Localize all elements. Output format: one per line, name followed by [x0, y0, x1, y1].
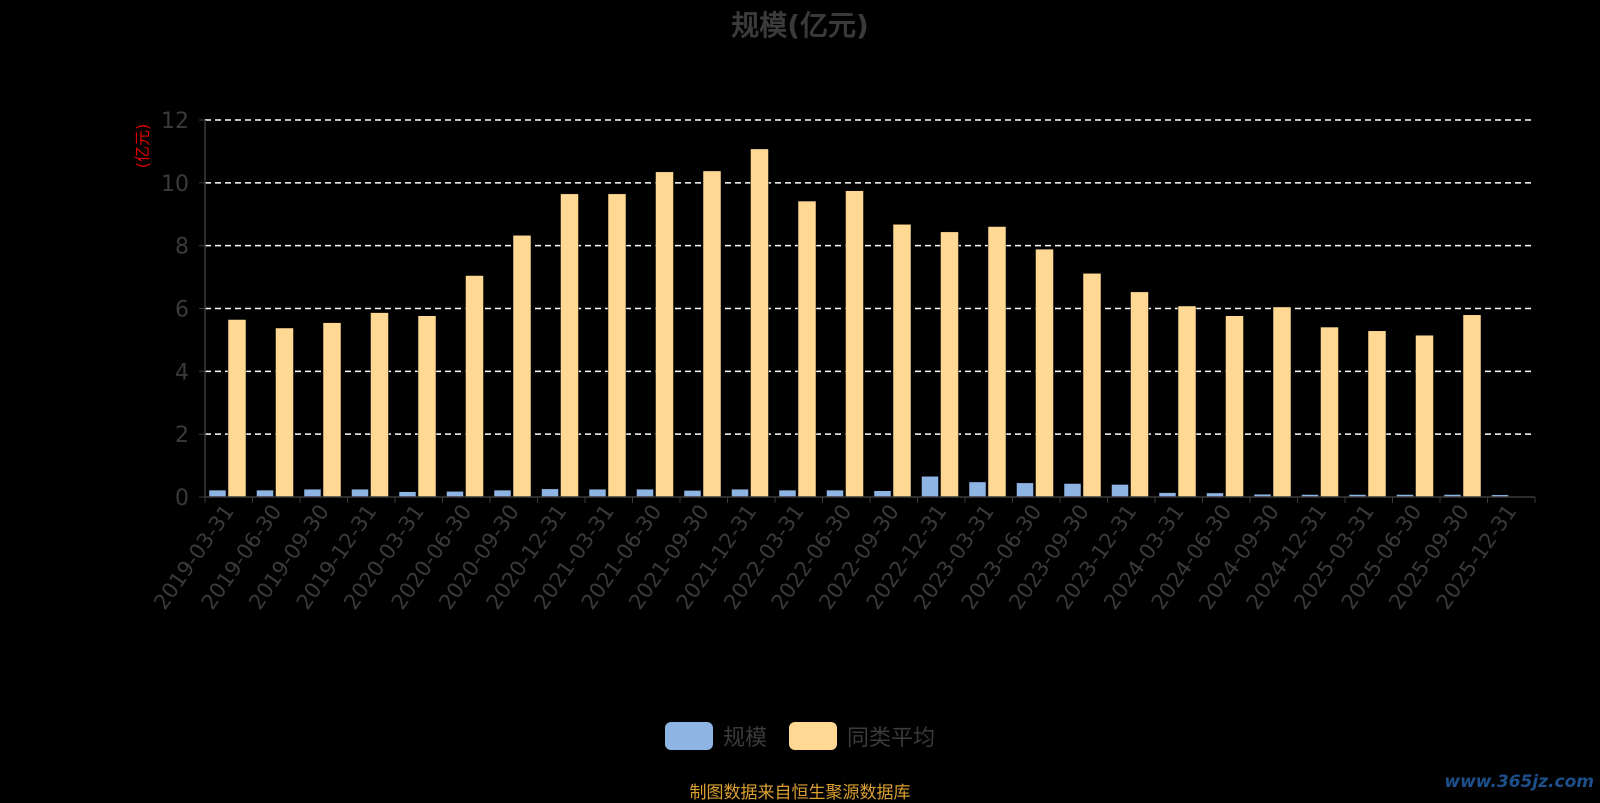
bar-scale[interactable] — [1016, 482, 1034, 498]
legend-swatch-peer-average — [789, 722, 837, 750]
bar-scale[interactable] — [398, 491, 417, 498]
bars — [208, 148, 1509, 498]
y-tick-label: 8 — [175, 235, 189, 260]
bar-peer-average[interactable] — [465, 275, 484, 498]
y-tick-label: 4 — [175, 360, 189, 385]
bar-peer-average[interactable] — [987, 226, 1007, 498]
watermark: www.365jz.com — [1444, 772, 1594, 792]
bar-peer-average[interactable] — [1272, 306, 1292, 498]
bar-peer-average[interactable] — [1225, 315, 1244, 498]
legend-label-scale: 规模 — [722, 726, 767, 751]
y-tick-label: 10 — [161, 172, 189, 197]
legend-label-peer-average: 同类平均 — [847, 726, 936, 751]
bar-scale[interactable] — [636, 488, 654, 498]
legend: 规模 同类平均 — [0, 720, 1600, 752]
chart-title: 规模(亿元) — [731, 9, 869, 42]
bar-peer-average[interactable] — [892, 224, 912, 498]
bar-peer-average[interactable] — [275, 327, 294, 498]
bar-scale[interactable] — [351, 488, 369, 498]
bar-scale[interactable] — [921, 476, 939, 498]
bar-peer-average[interactable] — [1177, 305, 1197, 498]
bar-scale[interactable] — [303, 488, 322, 498]
bar-scale[interactable] — [256, 489, 274, 498]
bar-scale[interactable] — [731, 488, 749, 498]
bar-peer-average[interactable] — [370, 312, 389, 498]
bar-scale[interactable] — [1111, 484, 1129, 498]
y-tick-label: 2 — [175, 423, 189, 448]
bar-scale[interactable] — [1063, 483, 1082, 498]
bar-scale[interactable] — [541, 488, 559, 498]
legend-item-peer-average[interactable]: 同类平均 — [789, 720, 935, 752]
bar-scale[interactable] — [778, 489, 797, 498]
bar-peer-average[interactable] — [227, 319, 247, 498]
bar-peer-average[interactable] — [1462, 314, 1482, 498]
bar-peer-average[interactable] — [1035, 248, 1054, 498]
bar-scale[interactable] — [968, 481, 987, 498]
legend-swatch-scale — [664, 722, 713, 750]
bar-scale[interactable] — [588, 488, 607, 498]
bar-peer-average[interactable] — [940, 231, 959, 498]
bar-scale[interactable] — [446, 491, 464, 498]
bar-scale[interactable] — [493, 489, 512, 498]
bar-peer-average[interactable] — [1415, 334, 1434, 498]
bar-peer-average[interactable] — [322, 322, 342, 498]
bar-peer-average[interactable] — [1082, 273, 1102, 498]
bar-peer-average[interactable] — [1367, 330, 1387, 498]
bar-peer-average[interactable] — [655, 171, 674, 498]
legend-item-scale[interactable]: 规模 — [664, 720, 767, 752]
bar-peer-average[interactable] — [560, 193, 579, 498]
bar-peer-average[interactable] — [750, 148, 769, 498]
bar-peer-average[interactable] — [1130, 291, 1149, 498]
bar-peer-average[interactable] — [607, 193, 627, 498]
bar-peer-average[interactable] — [417, 315, 437, 498]
bar-peer-average[interactable] — [845, 190, 864, 498]
y-tick-label: 6 — [175, 298, 189, 323]
y-tick-label: 0 — [175, 486, 189, 511]
bar-peer-average[interactable] — [797, 200, 817, 498]
bar-peer-average[interactable] — [512, 235, 532, 498]
bar-scale[interactable] — [208, 489, 227, 498]
bar-peer-average[interactable] — [1320, 326, 1339, 498]
y-axis-label: (亿元) — [133, 124, 152, 169]
bar-scale[interactable] — [826, 489, 844, 498]
bar-peer-average[interactable] — [702, 170, 722, 498]
y-tick-label: 12 — [161, 109, 189, 134]
source-note: 制图数据来自恒生聚源数据库 — [689, 783, 911, 803]
bar-scale[interactable] — [683, 490, 702, 498]
bar-chart: 0246810122019-03-312019-06-302019-09-302… — [133, 109, 1536, 614]
bar-scale[interactable] — [873, 490, 892, 498]
